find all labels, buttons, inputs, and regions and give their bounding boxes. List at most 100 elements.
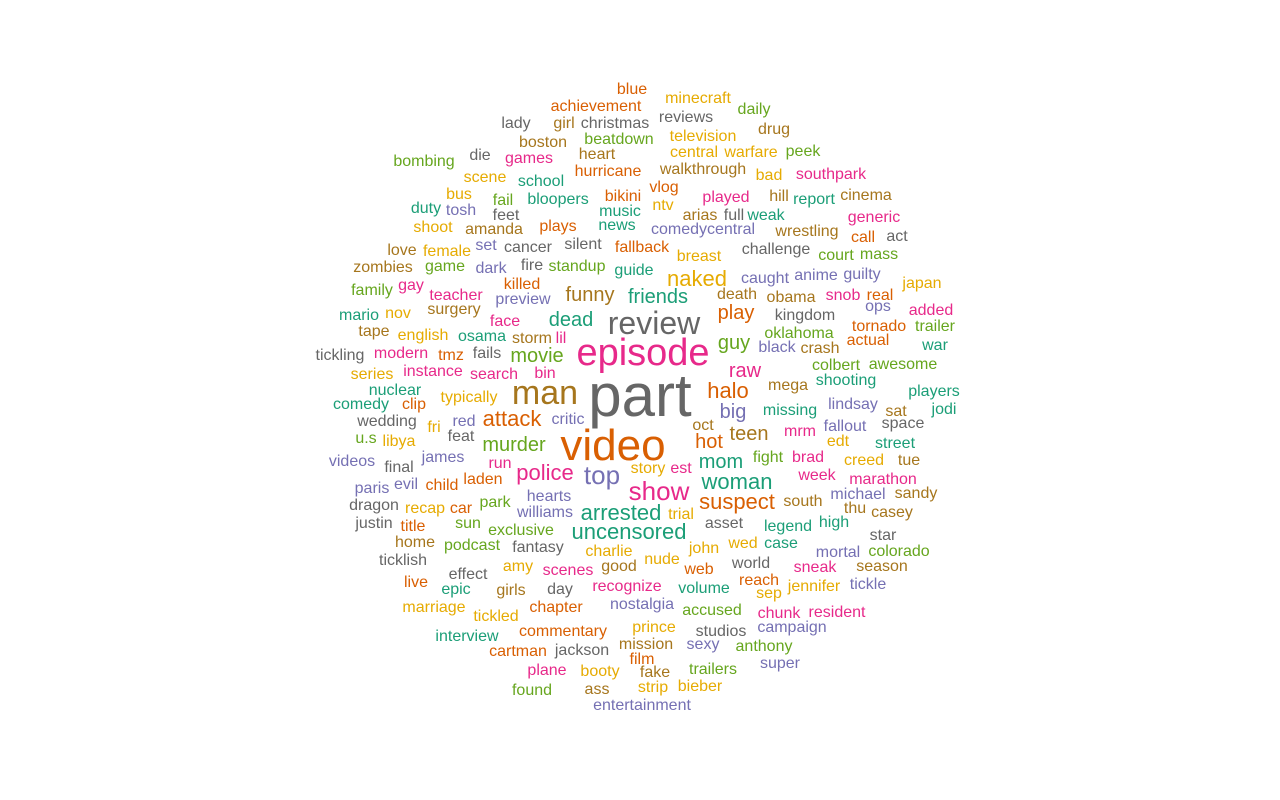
word-super: super bbox=[759, 655, 801, 672]
word-daily: daily bbox=[737, 101, 771, 118]
word-anthony: anthony bbox=[735, 638, 793, 655]
word-interview: interview bbox=[435, 628, 499, 645]
word-music: music bbox=[599, 203, 641, 220]
word-shoot: shoot bbox=[413, 219, 453, 236]
word-lady: lady bbox=[501, 115, 531, 132]
word-call: call bbox=[850, 229, 876, 246]
word-preview: preview bbox=[495, 291, 551, 308]
word-story: story bbox=[630, 460, 666, 477]
word-sat: sat bbox=[885, 403, 907, 420]
word-girls: girls bbox=[496, 582, 526, 599]
word-bombing: bombing bbox=[393, 153, 455, 170]
word-attack: attack bbox=[482, 406, 542, 431]
word-breast: breast bbox=[676, 248, 722, 265]
word-charlie: charlie bbox=[585, 543, 633, 560]
word-lindsay: lindsay bbox=[828, 396, 878, 413]
word-thu: thu bbox=[843, 500, 867, 517]
word-guide: guide bbox=[614, 262, 654, 279]
word-williams: williams bbox=[517, 504, 573, 521]
word-jennifer: jennifer bbox=[787, 578, 841, 595]
word-achievement: achievement bbox=[550, 98, 642, 115]
word-fantasy: fantasy bbox=[512, 539, 564, 556]
word-prince: prince bbox=[632, 619, 676, 636]
word-star: star bbox=[869, 527, 897, 544]
word-south: south bbox=[783, 493, 823, 510]
word-fails: fails bbox=[472, 345, 502, 362]
word-accused: accused bbox=[682, 602, 742, 619]
word-paris: paris bbox=[354, 480, 390, 497]
word-chapter: chapter bbox=[529, 599, 583, 616]
word-legend: legend bbox=[763, 518, 813, 535]
word-good: good bbox=[601, 558, 637, 575]
word-bad: bad bbox=[755, 167, 783, 184]
word-top: top bbox=[583, 460, 621, 490]
word-drug: drug bbox=[757, 121, 791, 138]
word-comedycentral: comedycentral bbox=[650, 221, 756, 238]
word-act: act bbox=[886, 228, 908, 245]
word-evil: evil bbox=[393, 476, 419, 493]
word-strip: strip bbox=[637, 679, 669, 696]
word-final: final bbox=[384, 459, 414, 476]
word-actual: actual bbox=[846, 332, 890, 349]
word-play: play bbox=[717, 302, 755, 324]
word-edt: edt bbox=[826, 433, 850, 450]
word-campaign: campaign bbox=[757, 619, 827, 636]
word-fri: fri bbox=[427, 419, 441, 436]
word-amy: amy bbox=[502, 558, 534, 575]
word-gay: gay bbox=[398, 277, 424, 294]
word-bus: bus bbox=[446, 186, 472, 203]
word-tickling: tickling bbox=[315, 347, 365, 364]
word-sun: sun bbox=[455, 515, 481, 532]
word-feet: feet bbox=[492, 207, 520, 224]
word-comedy: comedy bbox=[332, 396, 390, 413]
word-fire: fire bbox=[520, 257, 544, 274]
word-female: female bbox=[422, 243, 472, 260]
word-fallout: fallout bbox=[823, 418, 867, 435]
word-web: web bbox=[684, 561, 714, 578]
word-dead: dead bbox=[548, 309, 594, 331]
word-killed: killed bbox=[503, 276, 541, 293]
word-arrested: arrested bbox=[580, 500, 662, 525]
word-anime: anime bbox=[794, 267, 838, 284]
word-season: season bbox=[856, 558, 908, 575]
word-zombies: zombies bbox=[353, 259, 413, 276]
word-black: black bbox=[758, 339, 796, 356]
word-cartman: cartman bbox=[489, 643, 547, 660]
word-series: series bbox=[350, 366, 394, 383]
word-tue: tue bbox=[897, 452, 921, 469]
word-jackson: jackson bbox=[554, 642, 610, 659]
word-nuclear: nuclear bbox=[368, 382, 422, 399]
word-mrm: mrm bbox=[784, 423, 816, 440]
word-tickled: tickled bbox=[473, 608, 519, 625]
word-film: film bbox=[629, 651, 655, 668]
word-court: court bbox=[818, 247, 854, 264]
word-ticklish: ticklish bbox=[378, 552, 428, 569]
word-warfare: warfare bbox=[724, 144, 778, 161]
word-man: man bbox=[511, 374, 579, 412]
word-boston: boston bbox=[518, 134, 568, 151]
word-standup: standup bbox=[548, 258, 606, 275]
word-heart: heart bbox=[578, 146, 616, 163]
word-tornado: tornado bbox=[851, 318, 907, 335]
word-vlog: vlog bbox=[649, 179, 679, 196]
word-guy: guy bbox=[717, 332, 751, 354]
word-real: real bbox=[866, 287, 894, 304]
word-u-s: u.s bbox=[355, 430, 377, 447]
word-laden: laden bbox=[463, 471, 503, 488]
word-christmas: christmas bbox=[580, 115, 650, 132]
word-john: john bbox=[688, 540, 720, 557]
word-fight: fight bbox=[752, 449, 784, 466]
word-space: space bbox=[881, 415, 925, 432]
word-videos: videos bbox=[328, 453, 376, 470]
word-commentary: commentary bbox=[518, 623, 608, 640]
word-hearts: hearts bbox=[526, 488, 572, 505]
word-raw: raw bbox=[728, 360, 762, 382]
word-asset: asset bbox=[704, 515, 744, 532]
word-southpark: southpark bbox=[795, 166, 867, 183]
word-ntv: ntv bbox=[652, 197, 674, 214]
word-nov: nov bbox=[385, 305, 411, 322]
word-review: review bbox=[607, 305, 701, 341]
word-teen: teen bbox=[729, 423, 769, 445]
word-scene: scene bbox=[463, 169, 507, 186]
word-tosh: tosh bbox=[445, 202, 477, 219]
